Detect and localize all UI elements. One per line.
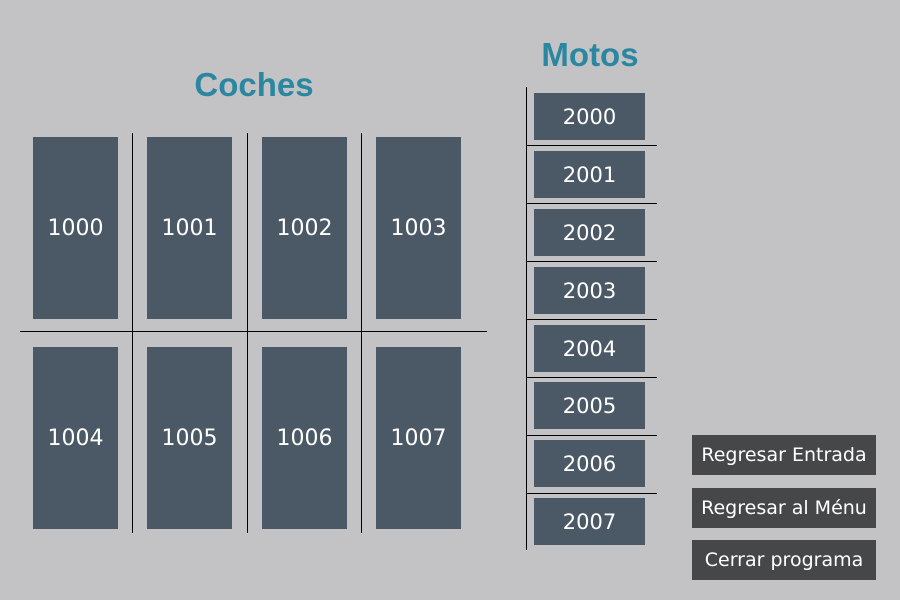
motos-divider-horizontal-4 — [526, 319, 657, 320]
motos-divider-horizontal-3 — [526, 261, 657, 262]
cars-grid-divider-vertical-1 — [132, 133, 133, 533]
moto-slot-2006[interactable]: 2006 — [534, 440, 645, 487]
moto-slot-2004[interactable]: 2004 — [534, 325, 645, 372]
return-entry-button[interactable]: Regresar Entrada — [692, 435, 876, 475]
cars-grid-divider-vertical-2 — [247, 133, 248, 533]
motos-divider-horizontal-7 — [526, 493, 657, 494]
moto-slot-2005[interactable]: 2005 — [534, 382, 645, 429]
close-program-button[interactable]: Cerrar programa — [692, 540, 876, 580]
motos-divider-vertical — [526, 87, 527, 550]
car-slot-1002[interactable]: 1002 — [262, 137, 347, 319]
car-slot-1005[interactable]: 1005 — [147, 347, 232, 529]
cars-grid-divider-vertical-3 — [361, 133, 362, 533]
car-slot-1004[interactable]: 1004 — [33, 347, 118, 529]
moto-slot-2001[interactable]: 2001 — [534, 151, 645, 198]
car-slot-1007[interactable]: 1007 — [376, 347, 461, 529]
car-slot-1001[interactable]: 1001 — [147, 137, 232, 319]
motos-divider-horizontal-6 — [526, 435, 657, 436]
moto-slot-2007[interactable]: 2007 — [534, 498, 645, 545]
cars-grid-divider-horizontal — [20, 331, 487, 332]
motos-title: Motos — [541, 36, 639, 73]
moto-slot-2000[interactable]: 2000 — [534, 93, 645, 140]
motos-divider-horizontal-5 — [526, 377, 657, 378]
car-slot-1006[interactable]: 1006 — [262, 347, 347, 529]
cars-title: Coches — [194, 66, 314, 103]
moto-slot-2003[interactable]: 2003 — [534, 267, 645, 314]
motos-divider-horizontal-1 — [526, 145, 657, 146]
car-slot-1003[interactable]: 1003 — [376, 137, 461, 319]
moto-slot-2002[interactable]: 2002 — [534, 209, 645, 256]
motos-divider-horizontal-2 — [526, 203, 657, 204]
car-slot-1000[interactable]: 1000 — [33, 137, 118, 319]
return-menu-button[interactable]: Regresar al Ménu — [692, 488, 876, 528]
